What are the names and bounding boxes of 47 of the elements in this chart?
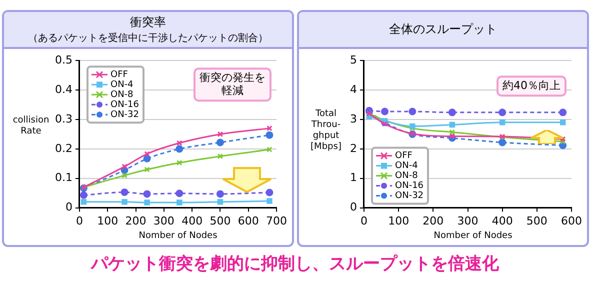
- legend-label: OFF: [110, 70, 128, 80]
- x-tick-label: 600: [238, 214, 259, 228]
- legend-label: ON-32: [395, 191, 424, 202]
- x-tick-label: 700: [266, 214, 287, 228]
- x-tick-label: 200: [125, 214, 146, 228]
- x-tick-label: 400: [182, 214, 203, 228]
- text: パケット衝突を劇的に抑制し、スループットを倍速化: [89, 253, 500, 275]
- x-tick-label: 100: [97, 214, 118, 228]
- x-tick-label: 100: [388, 214, 410, 228]
- x-tick-label: 500: [210, 214, 231, 228]
- x-axis-title: Nomber of Nodes: [432, 231, 514, 241]
- x-tick-label: 200: [422, 214, 444, 228]
- legend-label: OFF: [395, 151, 412, 162]
- y-tick-label: 0: [65, 200, 72, 214]
- y-tick-label: 1: [350, 171, 357, 184]
- y-tick-label: 0.3: [54, 112, 72, 126]
- x-tick-label: 0: [76, 214, 83, 228]
- x-tick-label: 600: [561, 214, 582, 228]
- chart-title: 衝突率: [129, 14, 167, 31]
- x-axis-title: Nomber of Nodes: [138, 231, 218, 241]
- y-tick-label: 2: [350, 142, 357, 155]
- y-tick-label: 3: [350, 112, 357, 126]
- chart-subtitle: （あるパケットを受信中に干渉したパケットの割合）: [27, 32, 269, 45]
- y-tick-label: 0.1: [54, 171, 72, 184]
- legend-label: ON-16: [395, 181, 424, 192]
- y-axis-title: collision Rate: [12, 115, 50, 138]
- x-tick-label: 0: [360, 214, 368, 228]
- x-tick-label: 500: [526, 214, 548, 228]
- legend-label: ON-8: [110, 90, 134, 100]
- legend-label: ON-4: [395, 161, 418, 172]
- y-tick-label: 5: [350, 53, 357, 66]
- x-tick-label: 400: [492, 214, 513, 228]
- y-tick-label: 0.5: [54, 53, 72, 66]
- y-tick-label: 0.2: [54, 142, 72, 155]
- y-axis-title: Total Throu- ghput [Mbps]: [310, 108, 342, 153]
- legend-label: ON-32: [110, 110, 140, 120]
- legend-label: ON-8: [395, 171, 418, 182]
- x-tick-label: 300: [457, 214, 478, 228]
- y-tick-label: 0.4: [54, 82, 72, 96]
- annotation: 衝突の発生を軽減: [200, 70, 266, 97]
- annotation: 約40％向上: [502, 78, 561, 92]
- legend-label: ON-4: [110, 80, 134, 90]
- y-tick-label: 0: [350, 200, 357, 214]
- x-tick-label: 300: [153, 214, 174, 228]
- legend-label: ON-16: [110, 100, 140, 110]
- y-tick-label: 4: [350, 82, 357, 96]
- chart-title: 全体のスループット: [388, 21, 498, 38]
